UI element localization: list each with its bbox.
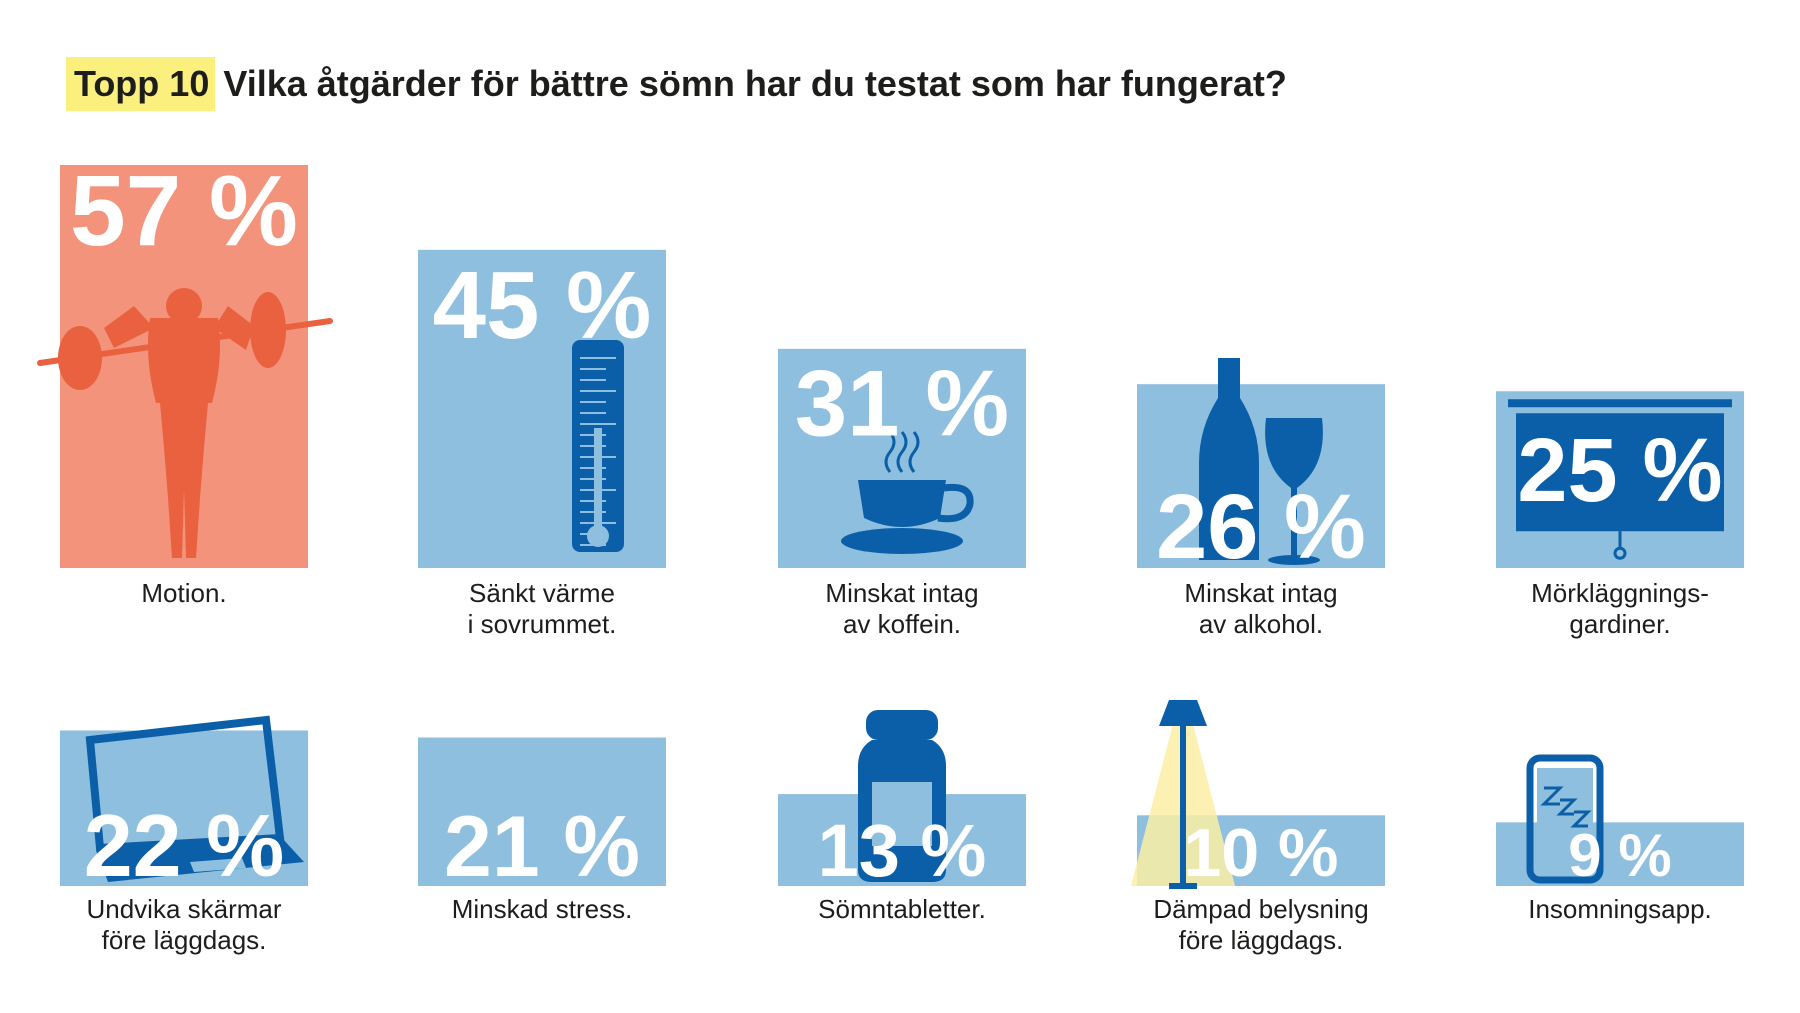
value-label: 10 %	[1184, 815, 1339, 891]
category-label-line: Dämpad belysning	[1153, 894, 1368, 924]
category-label-line: före läggdags.	[1179, 925, 1344, 955]
value-label: 13 %	[818, 809, 987, 892]
weightlifter-icon	[37, 288, 333, 558]
pill-jar-icon	[858, 710, 946, 882]
category-label-line: Motion.	[141, 578, 226, 608]
value-label: 9 %	[1568, 822, 1671, 889]
category-label: Minskat intag av alkohol.	[1184, 578, 1337, 639]
value-label: 22 %	[84, 796, 285, 895]
bar	[1137, 384, 1385, 568]
thermometer-icon	[572, 340, 624, 552]
bar	[418, 249, 666, 568]
category-label-line: Minskad stress.	[452, 894, 633, 924]
value-label: 31 %	[795, 350, 1009, 455]
value-label: 26 %	[1156, 476, 1366, 578]
category-label-line: Undvika skärmar	[86, 894, 281, 924]
category-label-line: Sänkt värme	[469, 578, 615, 608]
category-label: Undvika skärmar före läggdags.	[86, 894, 281, 955]
category-label: Minskad stress.	[452, 894, 633, 924]
wine-bottle-glass-icon	[1199, 358, 1323, 565]
category-label-line: Mörkläggnings-	[1531, 578, 1709, 608]
category-label: Mörkläggnings-gardiner.	[1531, 578, 1709, 639]
value-label: 57 %	[70, 155, 298, 267]
category-label: Minskat intag av koffein.	[825, 578, 978, 639]
category-label: Sänkt värme i sovrummet.	[468, 578, 617, 639]
title-text: Vilka åtgärder för bättre sömn har du te…	[223, 63, 1287, 104]
category-label-line: Minskat intag	[1184, 578, 1337, 608]
category-label-line: Insomningsapp.	[1528, 894, 1712, 924]
category-label-line: före läggdags.	[102, 925, 267, 955]
bar	[418, 737, 666, 886]
smartphone-zzz-icon	[1526, 754, 1604, 884]
category-label: Sömntabletter.	[818, 894, 986, 924]
value-label: 25 %	[1517, 421, 1722, 521]
floor-lamp-icon	[1131, 700, 1235, 889]
chart-title: Topp 10 Vilka åtgärder för bättre sömn h…	[66, 56, 1287, 112]
category-label: Insomningsapp.	[1528, 894, 1712, 924]
category-label: Motion.	[141, 578, 226, 608]
value-label: 45 %	[433, 252, 652, 359]
laptop-icon	[85, 715, 304, 882]
category-label-line: i sovrummet.	[468, 609, 617, 639]
blackout-blind-icon	[1508, 399, 1732, 560]
coffee-cup-icon	[841, 431, 974, 554]
category-label-line: av alkohol.	[1199, 609, 1323, 639]
category-label-line: Minskat intag	[825, 578, 978, 608]
category-label-line: av koffein.	[843, 609, 961, 639]
category-label: Dämpad belysning före läggdags.	[1153, 894, 1368, 955]
category-label-line: Sömntabletter.	[818, 894, 986, 924]
category-label-line: gardiner.	[1569, 609, 1670, 639]
value-label: 21 %	[444, 799, 640, 895]
title-highlight: Topp 10	[66, 57, 216, 111]
